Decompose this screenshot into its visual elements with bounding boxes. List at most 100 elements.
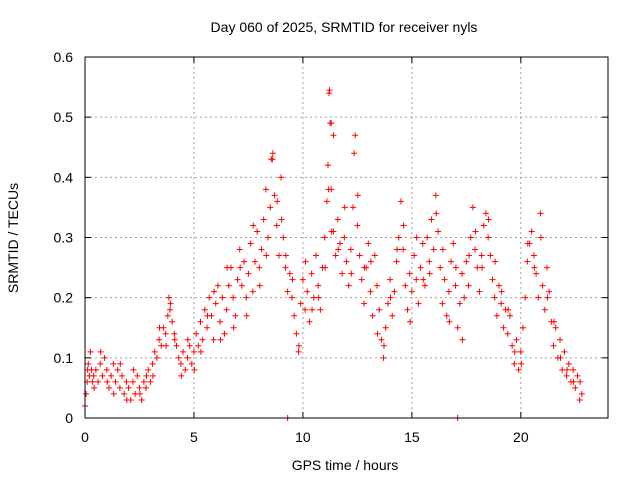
data-point [463, 258, 470, 265]
data-point [492, 258, 499, 265]
data-point [169, 318, 176, 325]
data-point [496, 282, 503, 289]
data-point [110, 390, 117, 397]
data-point [295, 342, 302, 349]
y-tick-label: 0.3 [54, 230, 74, 246]
y-tick-label: 0.6 [54, 49, 74, 65]
data-point [256, 264, 263, 271]
data-point [201, 306, 208, 313]
data-point [234, 276, 241, 283]
data-point [325, 186, 332, 193]
data-point [354, 222, 361, 229]
data-point [302, 258, 309, 265]
y-axis-label: SRMTID / TECUs [5, 183, 21, 293]
data-point [105, 384, 112, 391]
data-point [485, 216, 492, 223]
data-point [397, 198, 404, 205]
data-point [544, 294, 551, 301]
x-tick-label: 5 [190, 429, 198, 445]
data-point [85, 360, 92, 367]
data-point [293, 330, 300, 337]
data-point [565, 360, 572, 367]
data-point [351, 150, 358, 157]
data-point [506, 312, 513, 319]
data-point [487, 252, 494, 259]
data-point [509, 342, 516, 349]
data-point [323, 198, 330, 205]
data-point [367, 258, 374, 265]
data-point [186, 342, 193, 349]
data-point [546, 288, 553, 295]
data-point [195, 342, 202, 349]
data-point [402, 282, 409, 289]
data-point [166, 306, 173, 313]
data-point [119, 372, 126, 379]
data-point [446, 318, 453, 325]
data-point [173, 342, 180, 349]
data-point [230, 324, 237, 331]
data-point [376, 306, 383, 313]
data-point [454, 324, 461, 331]
data-point [459, 336, 466, 343]
data-point [99, 372, 106, 379]
data-point [243, 294, 250, 301]
data-point [178, 372, 185, 379]
data-point [482, 210, 489, 217]
data-point [476, 288, 483, 295]
data-point [238, 282, 245, 289]
data-point [520, 324, 527, 331]
data-point [97, 360, 104, 367]
data-point [339, 270, 346, 277]
data-point [280, 234, 287, 241]
data-point [424, 234, 431, 241]
data-point [140, 378, 147, 385]
data-point [184, 354, 191, 361]
data-point [394, 246, 401, 253]
data-point [265, 234, 272, 241]
data-point [420, 276, 427, 283]
data-point [441, 276, 448, 283]
data-point [130, 366, 137, 373]
data-point [251, 258, 258, 265]
x-tick-label: 0 [81, 429, 89, 445]
data-point [147, 378, 154, 385]
data-point [480, 222, 487, 229]
data-point [341, 204, 348, 211]
data-point [143, 372, 150, 379]
data-point [87, 348, 94, 355]
data-point [175, 354, 182, 361]
y-tick-label: 0.5 [54, 109, 74, 125]
data-point [352, 132, 359, 139]
data-point [367, 288, 374, 295]
data-point [522, 294, 529, 301]
data-point [149, 372, 156, 379]
data-point [570, 366, 577, 373]
data-point [465, 282, 472, 289]
data-point [393, 258, 400, 265]
data-point [262, 186, 269, 193]
data-point [574, 372, 581, 379]
data-point [321, 234, 328, 241]
data-point [380, 342, 387, 349]
data-point [456, 300, 463, 307]
data-point [493, 312, 500, 319]
data-point [241, 258, 248, 265]
data-point [295, 348, 302, 355]
data-point [326, 87, 333, 94]
data-point [335, 246, 342, 253]
data-point [269, 150, 276, 157]
data-point [182, 366, 189, 373]
data-point [104, 378, 111, 385]
data-point [83, 390, 90, 397]
data-point [171, 330, 178, 337]
data-point [426, 258, 433, 265]
data-point [254, 228, 261, 235]
data-point [286, 270, 293, 277]
data-point [84, 366, 91, 373]
data-point [221, 330, 228, 337]
data-point [439, 300, 446, 307]
data-point [250, 222, 257, 229]
data-point [156, 324, 163, 331]
data-point [404, 306, 411, 313]
data-point [345, 282, 352, 289]
